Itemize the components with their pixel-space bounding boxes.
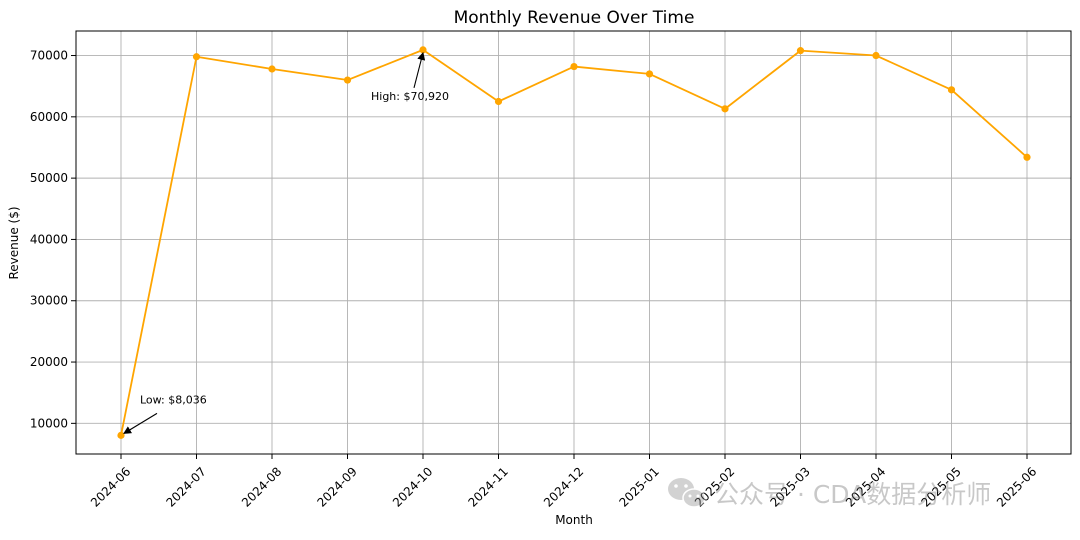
y-axis-label: Revenue ($) <box>7 206 21 279</box>
y-tick-label: 50000 <box>30 171 68 185</box>
annotation-arrow <box>413 51 426 89</box>
annotations: High: $70,920 Low: $8,036 <box>123 51 449 434</box>
y-axis-ticks: 10000 20000 30000 40000 50000 60000 70000 <box>30 49 76 430</box>
data-point <box>419 46 427 54</box>
y-tick-label: 30000 <box>30 294 68 308</box>
x-axis-label: Month <box>555 513 593 527</box>
data-point <box>645 70 654 78</box>
data-point <box>192 53 201 61</box>
data-point <box>872 51 880 60</box>
y-tick-label: 10000 <box>30 416 68 430</box>
y-tick-label: 20000 <box>30 355 68 369</box>
data-point <box>721 105 729 113</box>
watermark: 公众号 · CDA数据分析师 <box>668 478 991 509</box>
chart-title: Monthly Revenue Over Time <box>454 8 695 28</box>
y-tick-label: 40000 <box>30 232 68 246</box>
data-point <box>117 431 125 439</box>
y-tick-label: 70000 <box>30 49 68 63</box>
annotation-label: Low: $8,036 <box>140 393 207 406</box>
watermark-text: 公众号 · CDA数据分析师 <box>714 480 991 509</box>
data-point <box>268 65 276 73</box>
wechat-icon <box>668 478 706 508</box>
annotation-label: High: $70,920 <box>371 90 449 103</box>
data-point <box>343 76 352 84</box>
data-point <box>570 62 578 71</box>
annotation-arrow <box>123 412 158 434</box>
data-point <box>796 47 805 55</box>
data-point <box>494 97 503 106</box>
plot-frame <box>75 30 1072 455</box>
y-tick-label: 60000 <box>30 110 68 124</box>
data-point <box>1023 153 1031 161</box>
data-point <box>947 86 956 94</box>
series-revenue <box>117 46 1031 439</box>
